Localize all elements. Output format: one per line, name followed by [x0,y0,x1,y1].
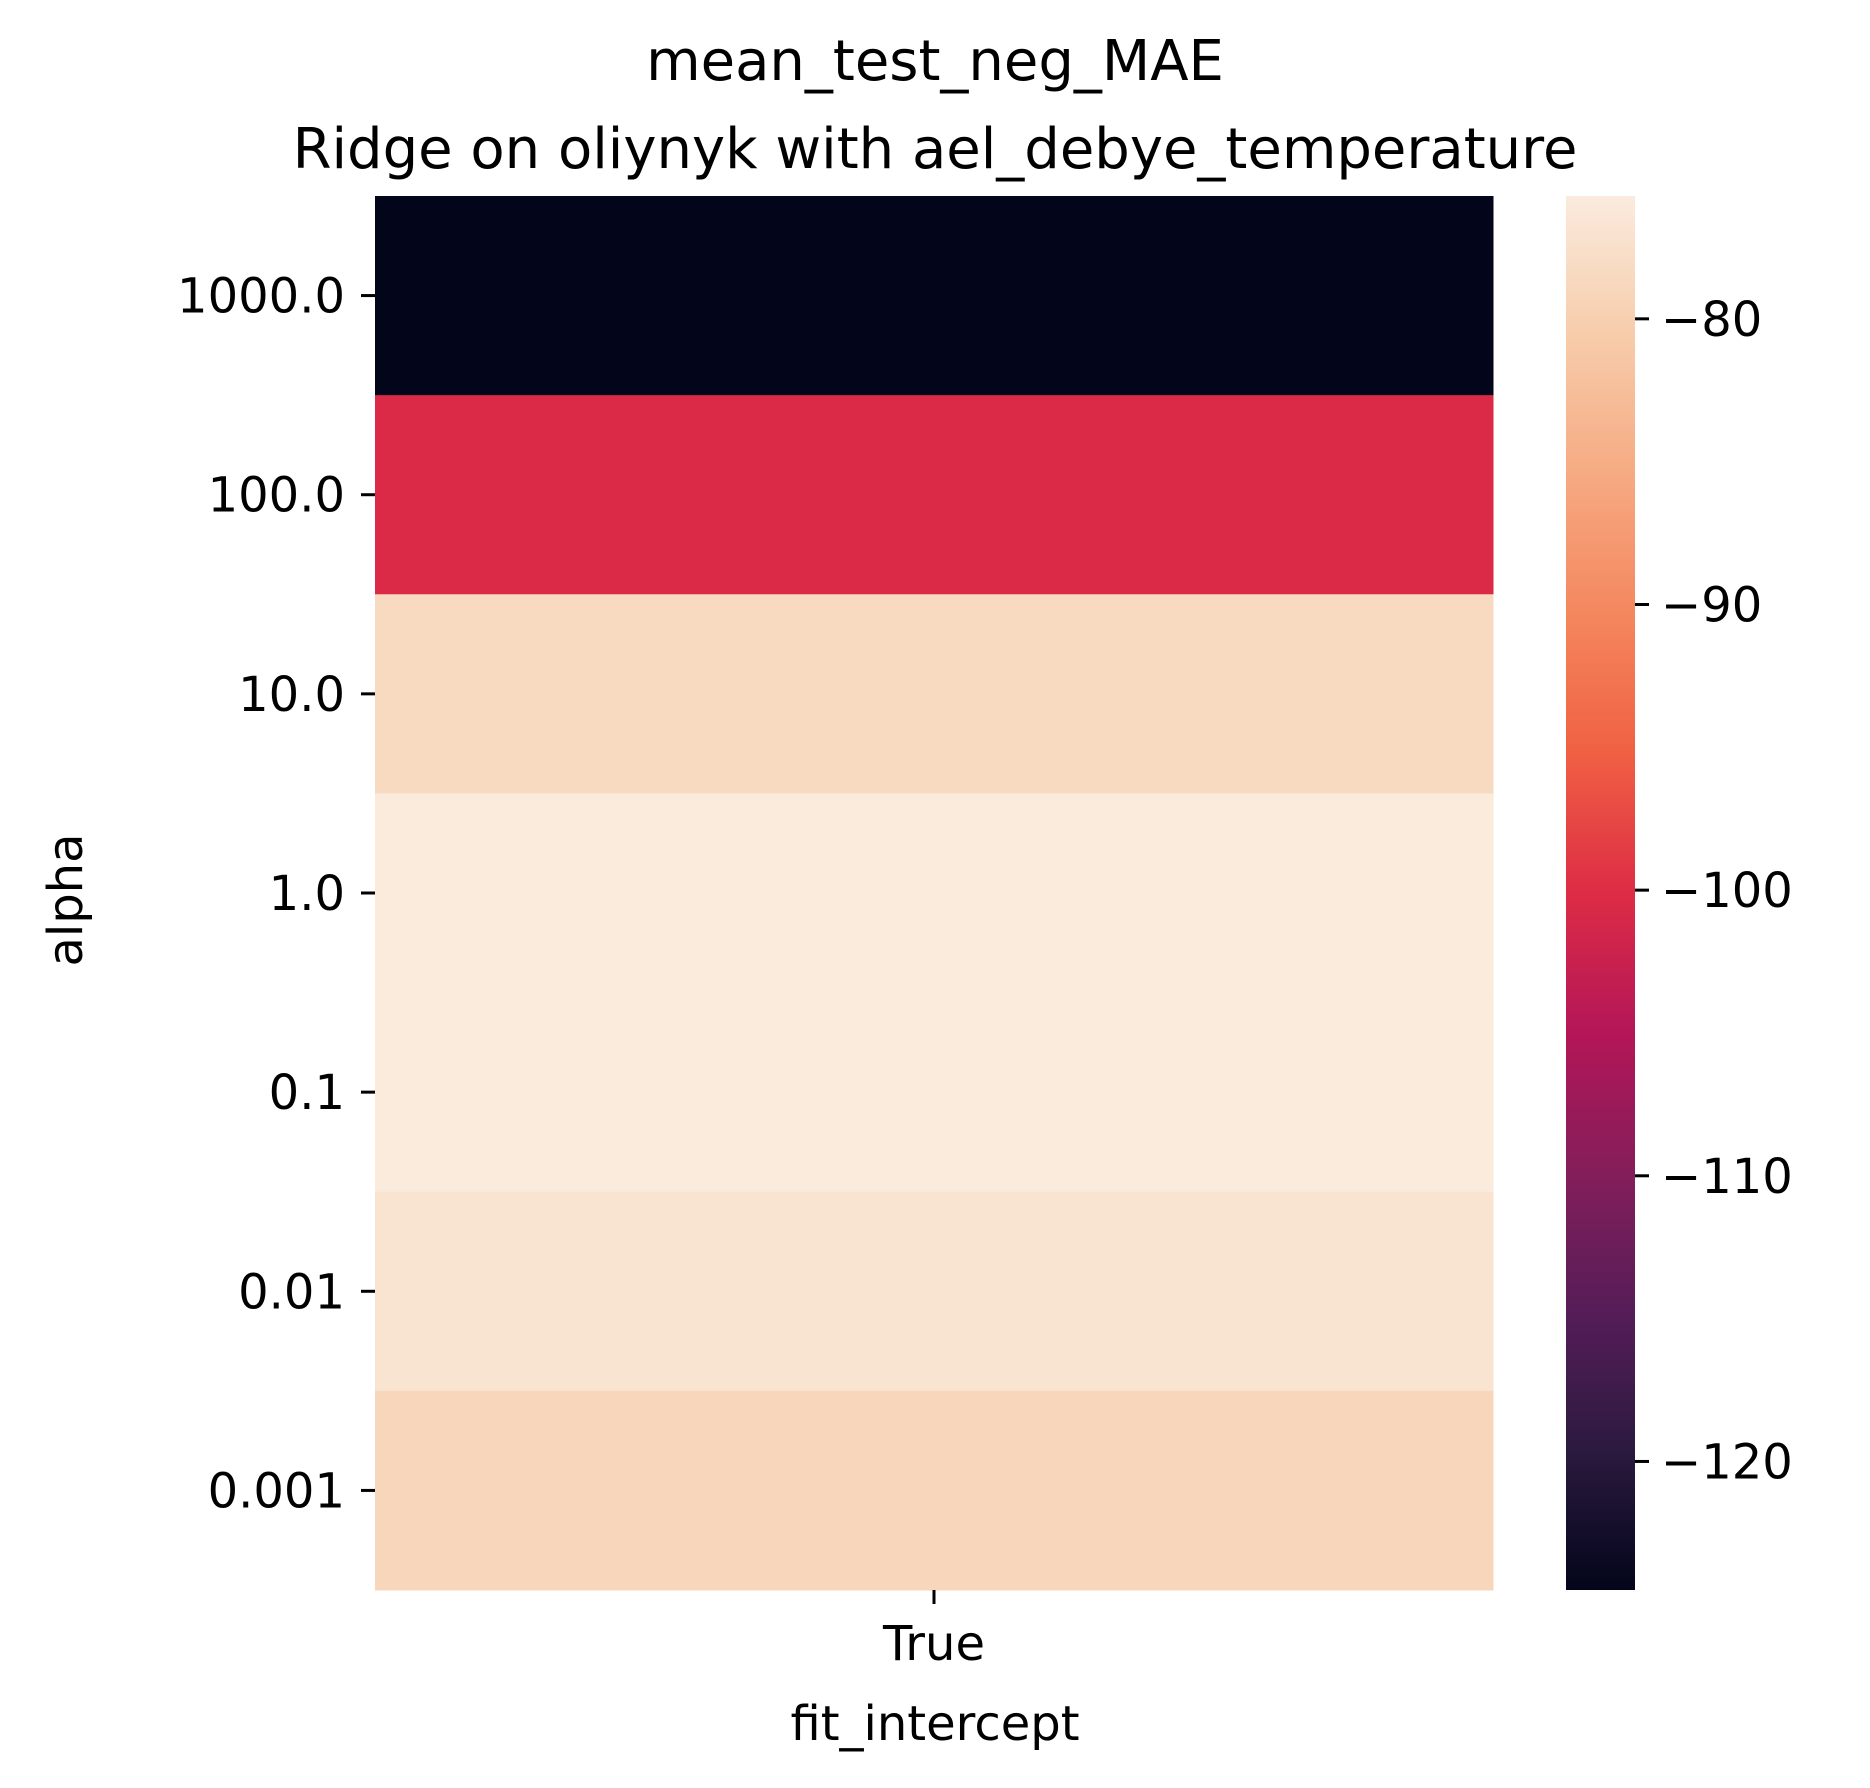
heatmap-cell [375,594,1494,794]
heatmap-cell [375,196,1494,396]
chart-subtitle: Ridge on oliynyk with ael_debye_temperat… [293,117,1578,182]
colorbar-tick-label: −120 [1661,1434,1793,1490]
y-tick-label: 0.1 [269,1065,345,1121]
y-axis-ticks: 1000.0 100.0 10.0 1.0 0.1 0.01 0.001 [177,269,375,1519]
y-tick-label: 10.0 [238,667,345,723]
y-tick-label: 1.0 [269,866,345,922]
y-tick-label: 100.0 [208,468,345,524]
y-tick-label: 1000.0 [177,269,345,325]
colorbar-tick-label: −110 [1661,1149,1793,1205]
heatmap-cell [375,793,1494,994]
colorbar-tick-label: −100 [1661,863,1793,919]
colorbar-tick-label: −80 [1661,292,1762,348]
x-axis-label: fit_intercept [790,1696,1079,1752]
colorbar [1566,196,1635,1590]
colorbar-tick-label: −90 [1661,577,1762,633]
colorbar-ticks: −80 −90 −100 −110 −120 [1635,292,1793,1490]
chart-title: mean_test_neg_MAE [646,29,1224,94]
heatmap-cells [375,196,1494,1591]
heatmap-cell [375,1390,1494,1591]
heatmap-cell [375,992,1494,1193]
y-tick-label: 0.01 [238,1264,345,1320]
heatmap-cell [375,395,1494,595]
x-axis-ticks: True [882,1590,985,1672]
y-tick-label: 0.001 [208,1463,345,1519]
x-tick-label: True [882,1616,985,1672]
y-axis-label: alpha [38,833,94,966]
heatmap-cell [375,1191,1494,1392]
